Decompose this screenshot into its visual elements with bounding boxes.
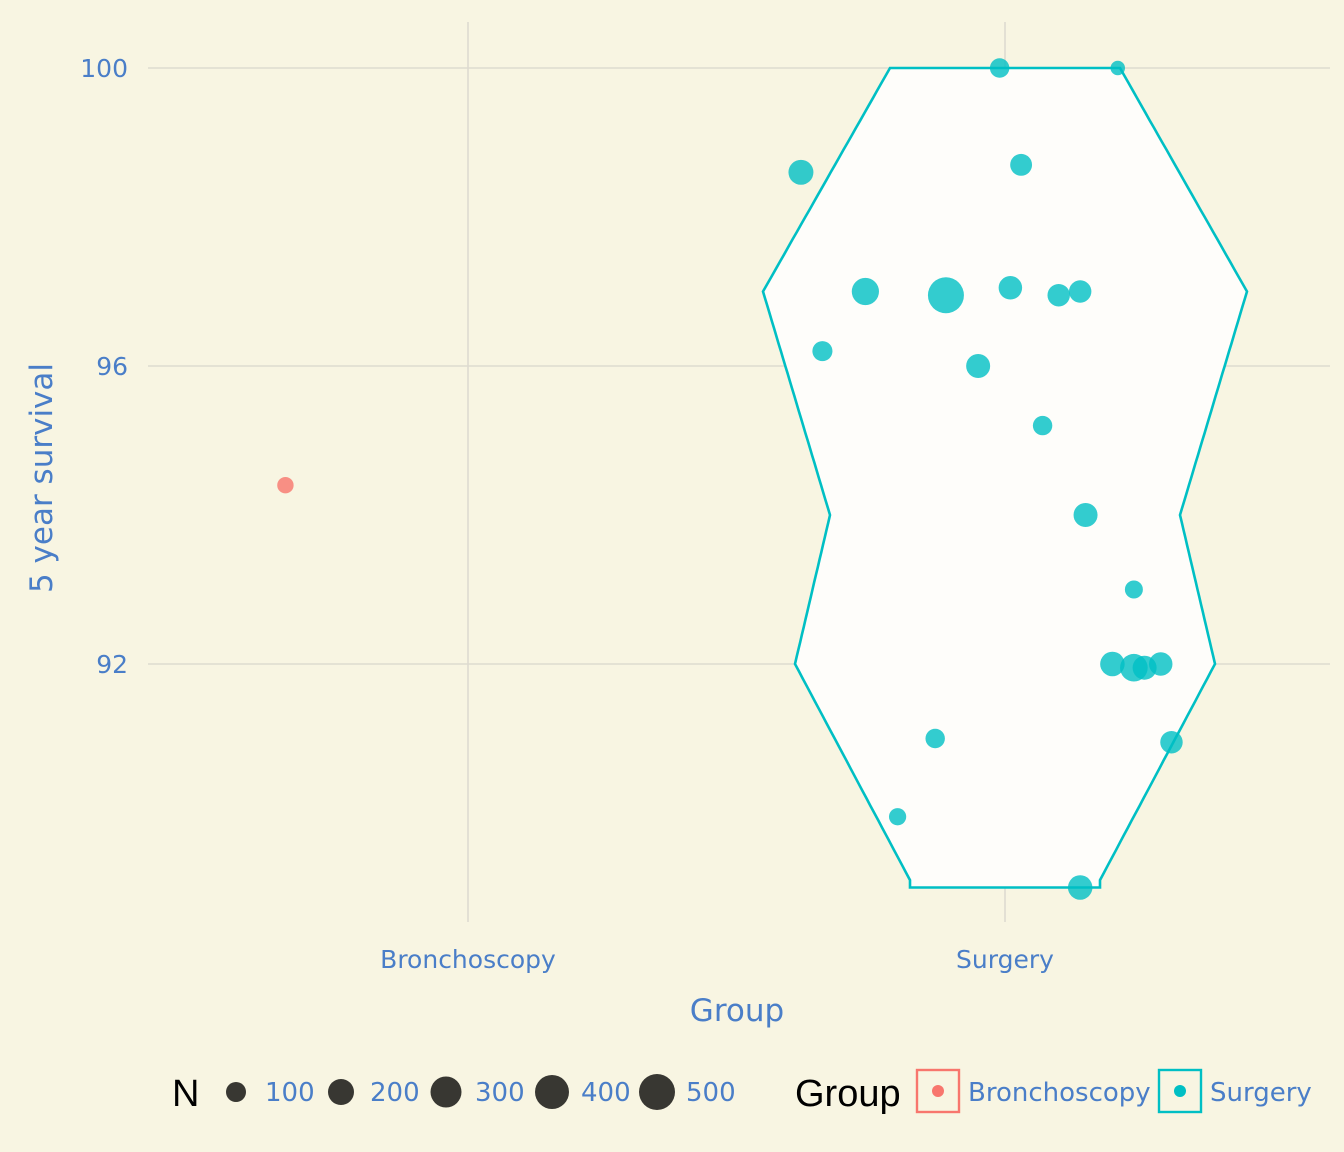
data-point-surgery (1073, 503, 1098, 527)
data-point-surgery (1068, 280, 1092, 303)
size-legend-label: 300 (475, 1078, 525, 1108)
size-legend-keys: 100 200 300 400 500 (226, 1074, 736, 1110)
data-point-surgery (1148, 652, 1173, 676)
color-legend-label: Surgery (1210, 1078, 1312, 1108)
size-legend-label: 400 (581, 1078, 631, 1108)
color-legend-keys: Bronchoscopy Surgery (915, 1068, 1312, 1114)
size-legend-key (639, 1074, 675, 1110)
color-legend-key-dot (1174, 1085, 1186, 1097)
data-point-surgery (966, 354, 991, 378)
data-point-surgery (1110, 60, 1126, 76)
size-legend-key (328, 1079, 354, 1105)
violin-layer (761, 66, 1249, 889)
data-point-surgery (989, 58, 1010, 78)
x-tick-label: Surgery (956, 945, 1054, 974)
data-point-surgery (851, 277, 879, 306)
color-legend-key-box (1157, 1068, 1203, 1114)
data-point-surgery (1067, 875, 1093, 900)
data-point-surgery (1010, 153, 1033, 176)
data-point-surgery (812, 341, 833, 362)
color-legend-title: Group (795, 1073, 901, 1115)
size-legend-key (430, 1076, 462, 1108)
violin-surgery (761, 66, 1249, 889)
color-legend-label: Bronchoscopy (968, 1078, 1151, 1108)
y-tick-label: 96 (96, 352, 128, 381)
data-point-surgery (1100, 651, 1125, 677)
data-point-surgery (788, 159, 814, 185)
y-tick-label: 100 (80, 54, 128, 83)
size-legend-label: 200 (370, 1078, 420, 1108)
color-legend-key-box (915, 1068, 961, 1114)
data-point-surgery (925, 728, 945, 749)
color-legend: Group Bronchoscopy Surgery (795, 1068, 1312, 1115)
data-point-surgery (1160, 731, 1183, 754)
data-point-surgery (998, 276, 1023, 300)
x-tick-label: Bronchoscopy (380, 945, 556, 974)
size-legend: N 100 200 300 400 500 (172, 1073, 736, 1115)
y-tick-label: 92 (96, 650, 128, 679)
size-legend-title: N (172, 1073, 199, 1115)
y-axis-ticks: 92 96 100 (80, 54, 128, 679)
size-legend-label: 100 (265, 1078, 315, 1108)
size-legend-key (226, 1082, 246, 1102)
x-axis-title: Group (690, 993, 784, 1029)
data-point-surgery (1124, 580, 1143, 599)
points-layer (277, 58, 1183, 900)
data-point-surgery (888, 808, 907, 826)
color-legend-key-dot (932, 1085, 944, 1097)
data-point-surgery (927, 277, 964, 314)
size-legend-label: 500 (686, 1078, 736, 1108)
data-point-bronchoscopy (277, 477, 294, 494)
data-point-surgery (1032, 415, 1053, 436)
size-legend-key (535, 1075, 569, 1109)
y-axis-title: 5 year survival (24, 363, 60, 593)
x-axis-ticks: Bronchoscopy Surgery (380, 945, 1054, 974)
data-point-surgery (1047, 284, 1070, 307)
